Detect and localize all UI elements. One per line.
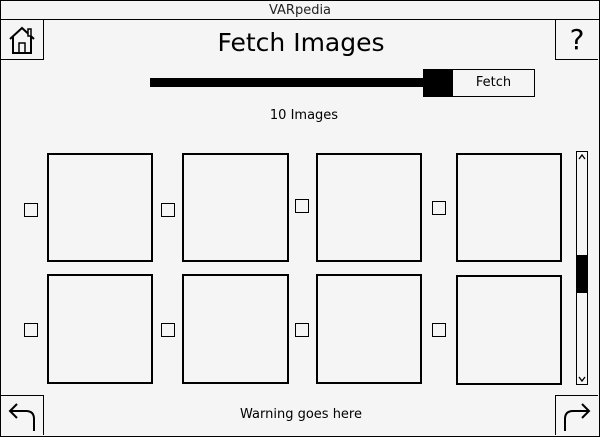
image-thumbnail-5[interactable] [47,274,153,384]
fetch-slider-handle[interactable] [423,69,452,97]
image-checkbox-1[interactable] [24,203,38,217]
image-checkbox-2[interactable] [161,203,175,217]
back-arrow-icon [8,402,35,431]
scroll-down-icon[interactable] [577,374,587,384]
image-thumbnail-3[interactable] [316,153,422,262]
image-thumbnail-1[interactable] [47,153,153,262]
scroll-up-icon[interactable] [577,152,587,162]
image-count-label: 10 Images [269,108,339,123]
help-icon: ? [569,22,585,56]
next-button[interactable] [555,395,598,435]
image-checkbox-3[interactable] [295,199,309,213]
forward-arrow-icon [564,402,591,431]
fetch-button[interactable]: Fetch [452,69,535,97]
window-title: VARpedia [1,1,599,20]
image-checkbox-8[interactable] [432,323,446,337]
image-thumbnail-7[interactable] [316,274,422,384]
image-thumbnail-8[interactable] [456,275,562,385]
image-checkbox-7[interactable] [295,323,309,337]
fetch-slider-track[interactable] [150,78,424,87]
image-thumbnail-6[interactable] [182,274,289,384]
scrollbar-thumb[interactable] [577,255,587,293]
image-thumbnail-2[interactable] [182,153,289,262]
help-button[interactable]: ? [555,20,598,60]
image-checkbox-4[interactable] [432,201,446,215]
image-checkbox-6[interactable] [161,323,175,337]
page-title: Fetch Images [217,28,385,57]
image-scrollbar[interactable] [576,151,588,385]
home-icon [9,26,35,54]
warning-message: Warning goes here [240,407,362,422]
home-button[interactable] [1,20,44,60]
image-checkbox-5[interactable] [24,323,38,337]
image-thumbnail-4[interactable] [456,153,562,262]
back-button[interactable] [1,395,44,435]
